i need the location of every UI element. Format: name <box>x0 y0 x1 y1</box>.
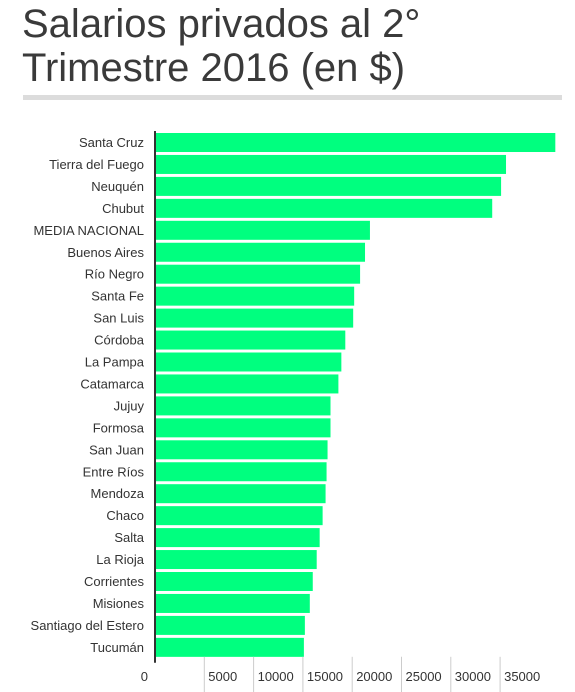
bar <box>155 352 342 372</box>
bar <box>155 593 310 613</box>
bar <box>155 242 366 262</box>
category-label: Catamarca <box>80 376 144 391</box>
bar <box>155 198 493 218</box>
category-labels: Santa Cruz Tierra del Fuego Neuquén Chubut M… <box>31 135 145 655</box>
x-tick-label: 0 <box>141 669 148 684</box>
category-label: Buenos Aires <box>67 245 144 260</box>
x-tick-label: 35000 <box>504 669 540 684</box>
bar <box>155 308 354 328</box>
category-label: Entre Ríos <box>83 464 145 479</box>
x-tick-label: 5000 <box>208 669 237 684</box>
category-label: Formosa <box>93 420 145 435</box>
bar <box>155 615 305 635</box>
bar <box>155 154 507 174</box>
category-label: Córdoba <box>94 333 145 348</box>
x-tick-label: 25000 <box>406 669 442 684</box>
bar <box>155 506 323 526</box>
category-label: Tierra del Fuego <box>49 157 144 172</box>
bar <box>155 374 339 394</box>
category-label: Chaco <box>106 508 144 523</box>
x-tick-label: 20000 <box>356 669 392 684</box>
bar <box>155 572 313 591</box>
bar <box>155 528 320 548</box>
category-label: Corrientes <box>84 574 144 589</box>
chart-title: Salarios privados al 2° Trimestre 2016 (… <box>22 2 421 90</box>
bar <box>155 550 317 570</box>
category-label: Mendoza <box>91 486 145 501</box>
category-label: San Juan <box>89 442 144 457</box>
bar <box>155 440 328 460</box>
category-label: MEDIA NACIONAL <box>33 223 144 238</box>
bar <box>155 286 355 306</box>
bar <box>155 418 331 438</box>
category-label: Santiago del Estero <box>31 618 144 633</box>
category-label: Tucumán <box>90 640 144 655</box>
category-label: Chubut <box>102 201 144 216</box>
category-label: Santa Cruz <box>79 135 144 150</box>
category-label: Santa Fe <box>91 289 144 304</box>
bars-layer <box>155 133 556 657</box>
bar <box>155 396 331 416</box>
category-label: Salta <box>114 530 144 545</box>
category-label: Jujuy <box>114 398 145 413</box>
x-tick-label: 10000 <box>258 669 294 684</box>
category-label: Misiones <box>93 596 145 611</box>
bar <box>155 637 304 657</box>
bar <box>155 220 370 240</box>
bar <box>155 484 326 504</box>
category-label: Neuquén <box>91 179 144 194</box>
bar <box>155 330 346 350</box>
bar <box>155 133 556 152</box>
category-label: San Luis <box>93 311 144 326</box>
bar <box>155 264 361 284</box>
category-label: La Rioja <box>96 552 144 567</box>
category-label: La Pampa <box>85 355 145 370</box>
bar <box>155 176 502 196</box>
x-tick-label: 30000 <box>455 669 491 684</box>
title-divider <box>23 95 562 100</box>
bar <box>155 462 327 482</box>
x-axis-ticks: 0 5000 10000 15000 20000 25000 30000 35000 <box>141 656 540 692</box>
category-label: Río Negro <box>85 267 144 282</box>
x-tick-label: 15000 <box>307 669 343 684</box>
